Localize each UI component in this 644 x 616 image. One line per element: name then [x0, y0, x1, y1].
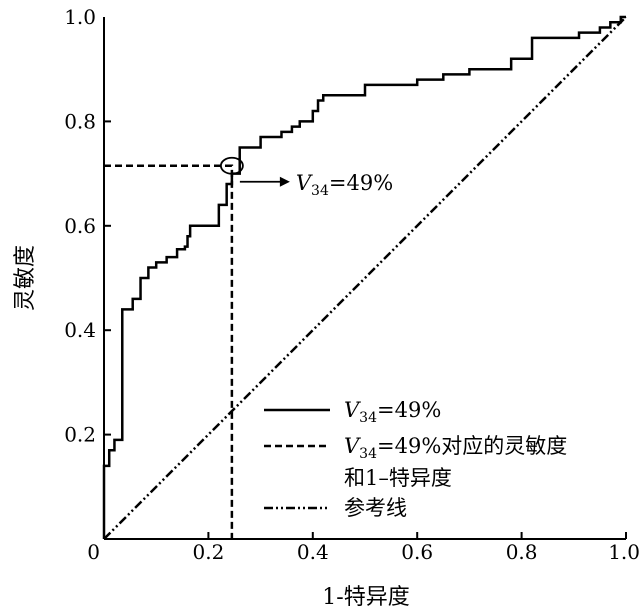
- y-tick-label: 0.2: [64, 423, 96, 447]
- series-line-3: [103, 16, 627, 540]
- annotation-label: V34=49%: [296, 171, 393, 199]
- x-tick-label: 0.2: [192, 540, 224, 564]
- series-layer: [102, 15, 627, 540]
- x-tick-label: 0.6: [401, 540, 433, 564]
- annotation-arrow-head: [279, 176, 290, 187]
- series-line-2: [104, 164, 234, 539]
- series-line-1: [102, 15, 626, 539]
- legend-label-1: V34=49%: [344, 398, 441, 426]
- x-tick-label: 0: [87, 540, 100, 564]
- y-tick-label: 0.4: [64, 318, 96, 342]
- legend-label-3: 参考线: [344, 496, 407, 520]
- y-tick-label: 0.6: [64, 214, 96, 238]
- cutoff-annotation: V34=49%: [219, 156, 393, 199]
- x-axis-label: 1-特异度: [322, 585, 409, 610]
- y-axis-label: 灵敏度: [13, 245, 38, 311]
- x-tick-label: 1.0: [608, 540, 640, 564]
- y-tick-label: 1.0: [64, 5, 96, 29]
- legend-label-2: V34=49%对应的灵敏度: [344, 434, 567, 462]
- legend-label-2-line2: 和1–特异度: [344, 466, 452, 490]
- y-axis-ticks: 0.2 0.4 0.6 0.8 1.0: [64, 5, 111, 447]
- x-tick-label: 0.4: [297, 540, 329, 564]
- x-axis-ticks: 0 0.2 0.4 0.6 0.8 1.0: [87, 532, 640, 564]
- cutoff-point-marker: [219, 156, 244, 175]
- x-tick-label: 0.8: [506, 540, 538, 564]
- axes: [103, 17, 626, 540]
- y-tick-label: 0.8: [64, 109, 96, 133]
